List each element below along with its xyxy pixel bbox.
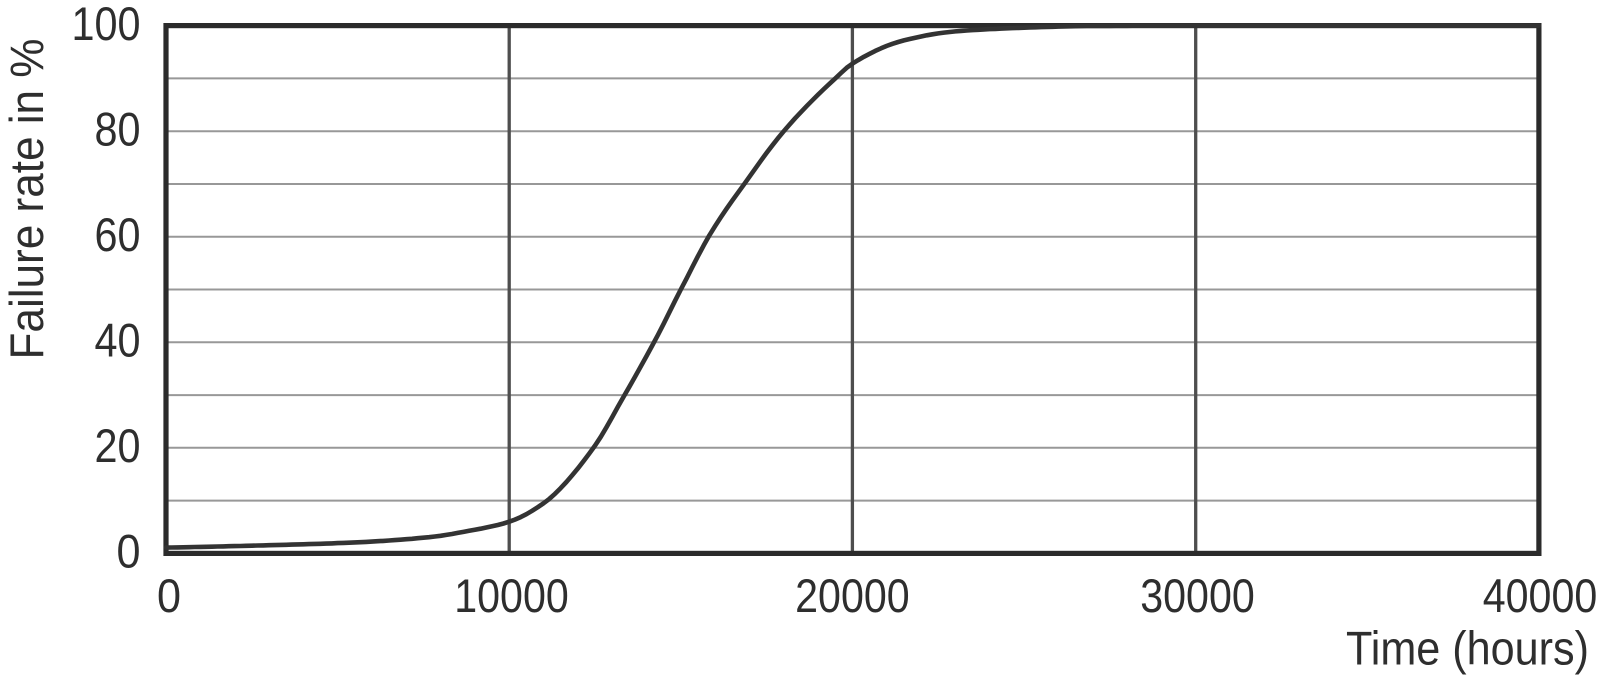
svg-text:20: 20 [95, 419, 141, 472]
svg-text:0: 0 [117, 525, 141, 578]
svg-text:10000: 10000 [454, 569, 569, 622]
svg-text:0: 0 [157, 569, 181, 622]
svg-text:Time (hours): Time (hours) [1346, 622, 1589, 675]
svg-text:40000: 40000 [1483, 569, 1598, 622]
svg-text:Failure rate in %: Failure rate in % [0, 39, 53, 360]
svg-text:40: 40 [95, 314, 141, 367]
svg-text:100: 100 [72, 0, 141, 50]
svg-text:80: 80 [95, 103, 141, 156]
svg-text:20000: 20000 [795, 569, 910, 622]
svg-text:60: 60 [95, 208, 141, 261]
svg-text:30000: 30000 [1140, 569, 1255, 622]
